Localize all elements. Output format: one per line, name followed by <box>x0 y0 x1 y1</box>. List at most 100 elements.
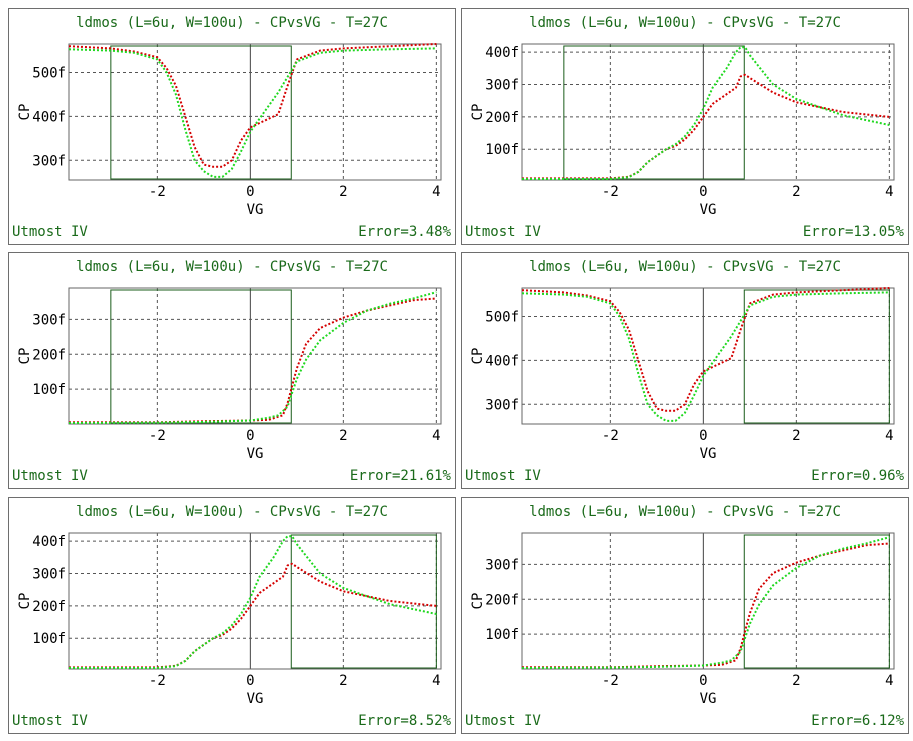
simulated-curve <box>521 291 890 422</box>
x-tick-label: 4 <box>885 184 893 200</box>
x-tick-label: -2 <box>602 428 619 444</box>
y-tick-label: 200f <box>32 599 66 615</box>
x-tick-label: -2 <box>149 184 166 200</box>
simulated-curve <box>522 46 890 180</box>
cp-vs-vg-plot: -2 0 2 4 100f 200f 300f 400f VG CP <box>470 43 895 218</box>
y-tick-label: 200f <box>485 110 519 126</box>
chart-title: ldmos (L=6u, W=100u) - CPvsVG - T=27C <box>529 259 841 275</box>
x-tick-label: 0 <box>699 673 707 689</box>
x-axis-label: VG <box>700 446 717 462</box>
tool-label: Utmost IV <box>12 224 88 240</box>
fit-window <box>743 289 890 424</box>
measured-curve <box>68 43 437 168</box>
chart-title: ldmos (L=6u, W=100u) - CPvsVG - T=27C <box>76 15 388 31</box>
tool-label: Utmost IV <box>465 224 541 240</box>
x-tick-label: 2 <box>339 184 347 200</box>
cp-vs-vg-plot: -2 0 2 4 100f 200f 300f VG CP <box>17 287 442 462</box>
x-tick-label: 2 <box>339 428 347 444</box>
x-tick-label: 4 <box>432 428 440 444</box>
y-tick-label: 400f <box>485 45 519 61</box>
x-tick-label: 4 <box>432 673 440 689</box>
simulated-curve <box>68 47 437 178</box>
plot-frame <box>68 287 442 425</box>
plot-frame <box>521 287 895 425</box>
y-tick-label: 300f <box>32 153 66 169</box>
chart-panel: ldmos (L=6u, W=100u) - CPvsVG - T=27C -2… <box>8 497 456 734</box>
tool-label: Utmost IV <box>465 468 541 484</box>
x-tick-label: 0 <box>699 428 707 444</box>
x-tick-label: 0 <box>246 673 254 689</box>
y-tick-label: 300f <box>485 557 519 573</box>
fit-window <box>563 45 745 180</box>
chart-panel: ldmos (L=6u, W=100u) - CPvsVG - T=27C -2… <box>461 252 909 489</box>
x-tick-label: 0 <box>246 184 254 200</box>
fit-window <box>743 534 890 669</box>
x-tick-label: -2 <box>149 428 166 444</box>
simulated-curve <box>69 535 437 669</box>
y-tick-label: 500f <box>32 66 66 82</box>
y-axis-label: CP <box>17 348 33 365</box>
y-axis-label: CP <box>17 593 33 610</box>
y-tick-label: 200f <box>32 347 66 363</box>
plot-frame <box>68 43 442 181</box>
error-label: Error=6.12% <box>811 713 904 729</box>
chart-panel: ldmos (L=6u, W=100u) - CPvsVG - T=27C -2… <box>8 8 456 245</box>
y-tick-label: 100f <box>485 142 519 158</box>
cp-vs-vg-plot: -2 0 2 4 300f 400f 500f VG CP <box>470 287 895 462</box>
y-tick-label: 400f <box>485 353 519 369</box>
chart-panel: ldmos (L=6u, W=100u) - CPvsVG - T=27C -2… <box>461 497 909 734</box>
chart-panel: ldmos (L=6u, W=100u) - CPvsVG - T=27C -2… <box>8 252 456 489</box>
x-tick-label: -2 <box>149 673 166 689</box>
plot-frame <box>521 532 895 670</box>
error-label: Error=8.52% <box>358 713 451 729</box>
y-tick-label: 300f <box>32 312 66 328</box>
y-tick-label: 100f <box>32 631 66 647</box>
error-label: Error=13.05% <box>802 224 904 240</box>
chart-title: ldmos (L=6u, W=100u) - CPvsVG - T=27C <box>76 504 388 520</box>
fit-window <box>110 289 292 424</box>
x-tick-label: 2 <box>792 184 800 200</box>
error-label: Error=0.96% <box>811 468 904 484</box>
tool-label: Utmost IV <box>12 713 88 729</box>
plot-frame <box>68 532 442 670</box>
x-axis-label: VG <box>700 202 717 218</box>
simulated-curve <box>68 291 437 424</box>
cp-vs-vg-plot: -2 0 2 4 300f 400f 500f VG CP <box>17 43 442 218</box>
fit-window <box>290 534 437 669</box>
x-axis-label: VG <box>247 202 264 218</box>
y-tick-label: 300f <box>32 566 66 582</box>
x-tick-label: 0 <box>246 428 254 444</box>
error-label: Error=21.61% <box>349 468 451 484</box>
x-axis-label: VG <box>700 691 717 707</box>
y-tick-label: 200f <box>485 592 519 608</box>
measured-curve <box>522 542 890 669</box>
chart-title: ldmos (L=6u, W=100u) - CPvsVG - T=27C <box>529 15 841 31</box>
x-tick-label: 2 <box>792 428 800 444</box>
tool-label: Utmost IV <box>12 468 88 484</box>
x-tick-label: 4 <box>885 673 893 689</box>
x-axis-label: VG <box>247 446 264 462</box>
y-tick-label: 300f <box>485 77 519 93</box>
measured-curve <box>69 562 437 669</box>
y-tick-label: 400f <box>32 534 66 550</box>
fit-window <box>110 45 292 180</box>
tool-label: Utmost IV <box>465 713 541 729</box>
x-tick-label: 4 <box>885 428 893 444</box>
y-tick-label: 300f <box>485 397 519 413</box>
x-tick-label: 2 <box>792 673 800 689</box>
error-label: Error=3.48% <box>358 224 451 240</box>
plot-frame <box>521 43 895 181</box>
x-tick-label: 0 <box>699 184 707 200</box>
cp-vs-vg-plot: -2 0 2 4 100f 200f 300f VG CP <box>470 532 895 707</box>
y-axis-label: CP <box>17 104 33 121</box>
x-tick-label: -2 <box>602 673 619 689</box>
y-tick-label: 400f <box>32 109 66 125</box>
measured-curve <box>522 73 890 180</box>
chart-title: ldmos (L=6u, W=100u) - CPvsVG - T=27C <box>76 259 388 275</box>
x-tick-label: -2 <box>602 184 619 200</box>
chart-title: ldmos (L=6u, W=100u) - CPvsVG - T=27C <box>529 504 841 520</box>
x-axis-label: VG <box>247 691 264 707</box>
y-axis-label: CP <box>470 593 486 610</box>
x-tick-label: 2 <box>339 673 347 689</box>
y-tick-label: 100f <box>32 382 66 398</box>
